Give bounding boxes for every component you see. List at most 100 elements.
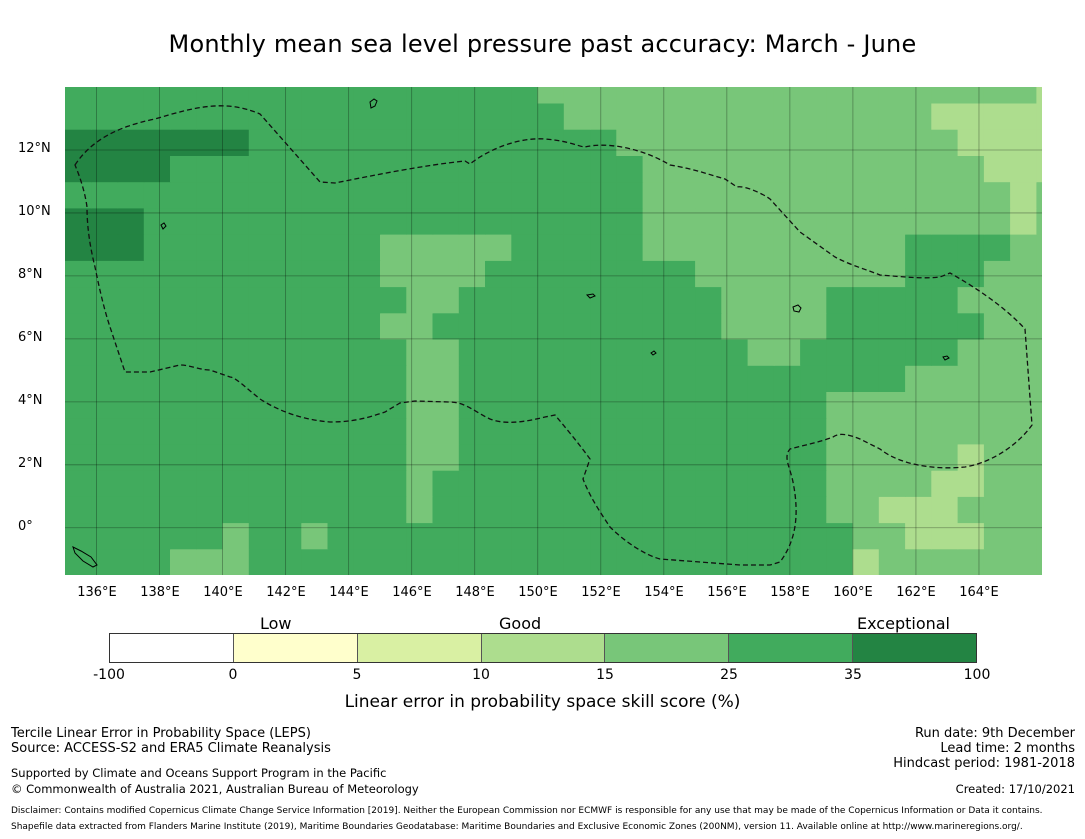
skill-cell xyxy=(170,443,197,471)
skill-cell xyxy=(353,443,381,471)
skill-cell xyxy=(852,312,880,340)
skill-cell xyxy=(117,155,145,183)
skill-cell xyxy=(485,102,512,130)
skill-cell xyxy=(642,312,670,340)
skill-cell xyxy=(301,365,329,392)
skill-cell xyxy=(222,522,250,550)
skill-cell xyxy=(747,129,775,156)
skill-cell xyxy=(852,443,880,471)
skill-map[interactable] xyxy=(65,87,1042,575)
skill-cell xyxy=(747,391,775,419)
skill-cell xyxy=(800,207,827,235)
skill-cell xyxy=(1010,391,1037,419)
skill-cell xyxy=(170,87,197,104)
skill-cell xyxy=(800,234,827,261)
skill-cell xyxy=(747,470,775,497)
skill-cell xyxy=(170,522,197,550)
skill-cell xyxy=(957,181,985,209)
skill-cell xyxy=(905,207,932,235)
skill-cell xyxy=(773,181,801,209)
skill-cell xyxy=(117,87,145,104)
skill-cell xyxy=(773,339,801,366)
skill-cell xyxy=(406,181,434,209)
lon-label-164e: 164°E xyxy=(959,585,999,600)
skill-cell xyxy=(878,496,906,524)
skill-cell xyxy=(196,365,224,392)
island-outline xyxy=(72,546,98,568)
skill-cell xyxy=(826,470,854,497)
skill-cell xyxy=(301,207,329,235)
skill-cell xyxy=(747,443,775,471)
skill-cell xyxy=(91,181,119,209)
skill-cell xyxy=(773,234,801,261)
skill-cell xyxy=(222,339,250,366)
skill-cell xyxy=(143,286,171,314)
skill-cell xyxy=(511,339,539,366)
island-outline xyxy=(369,98,378,109)
skill-cell xyxy=(563,391,591,419)
skill-cell xyxy=(905,155,932,183)
skill-cell xyxy=(380,181,407,209)
skill-cell xyxy=(826,207,854,235)
skill-cell xyxy=(196,391,224,419)
skill-cell xyxy=(852,470,880,497)
skill-cell xyxy=(563,181,591,209)
skill-cell xyxy=(91,234,119,261)
skill-cell xyxy=(747,496,775,524)
skill-cell xyxy=(485,496,512,524)
skill-cell xyxy=(537,443,565,471)
skill-cell xyxy=(143,102,171,130)
skill-cell xyxy=(695,339,722,366)
skill-cell xyxy=(91,443,119,471)
skill-cell xyxy=(1036,102,1042,130)
skill-cell xyxy=(668,155,696,183)
skill-cell xyxy=(432,155,460,183)
skill-cell xyxy=(248,260,276,288)
colorbar-segment xyxy=(605,634,730,662)
skill-cell xyxy=(380,260,407,288)
skill-cell xyxy=(668,129,696,156)
skill-cell xyxy=(931,443,959,471)
skill-cell xyxy=(65,234,92,261)
colorbar-segment xyxy=(110,634,234,662)
skill-cell xyxy=(248,417,276,445)
skill-cell xyxy=(222,365,250,392)
skill-cell xyxy=(248,102,276,130)
skill-cell xyxy=(931,365,959,392)
skill-cell xyxy=(380,470,407,497)
skill-cell xyxy=(406,548,434,575)
skill-cell xyxy=(91,339,119,366)
skill-cell xyxy=(721,260,749,288)
skill-cell xyxy=(275,548,302,575)
skill-cell xyxy=(65,181,92,209)
skill-cell xyxy=(222,548,250,575)
skill-cell xyxy=(353,417,381,445)
skill-cell xyxy=(695,443,722,471)
skill-cell xyxy=(957,87,985,104)
skill-cell xyxy=(143,207,171,235)
skill-cell xyxy=(1036,234,1042,261)
skill-cell xyxy=(143,339,171,366)
skill-cell xyxy=(1036,312,1042,340)
skill-cell xyxy=(511,496,539,524)
skill-cell xyxy=(406,339,434,366)
skill-cell xyxy=(406,286,434,314)
skill-cell xyxy=(353,234,381,261)
skill-cell xyxy=(668,312,696,340)
skill-cell xyxy=(590,443,617,471)
skill-cell xyxy=(380,129,407,156)
skill-cell xyxy=(826,181,854,209)
skill-cell xyxy=(380,87,407,104)
skill-cell xyxy=(353,260,381,288)
skill-cell xyxy=(117,443,145,471)
lon-label-154e: 154°E xyxy=(644,585,684,600)
skill-cell xyxy=(143,181,171,209)
skill-cell xyxy=(537,548,565,575)
skill-cell xyxy=(327,155,355,183)
skill-cell xyxy=(668,207,696,235)
skill-cell xyxy=(406,496,434,524)
skill-cell xyxy=(196,470,224,497)
skill-cell xyxy=(196,312,224,340)
skill-cell xyxy=(800,129,827,156)
skill-cell xyxy=(563,129,591,156)
